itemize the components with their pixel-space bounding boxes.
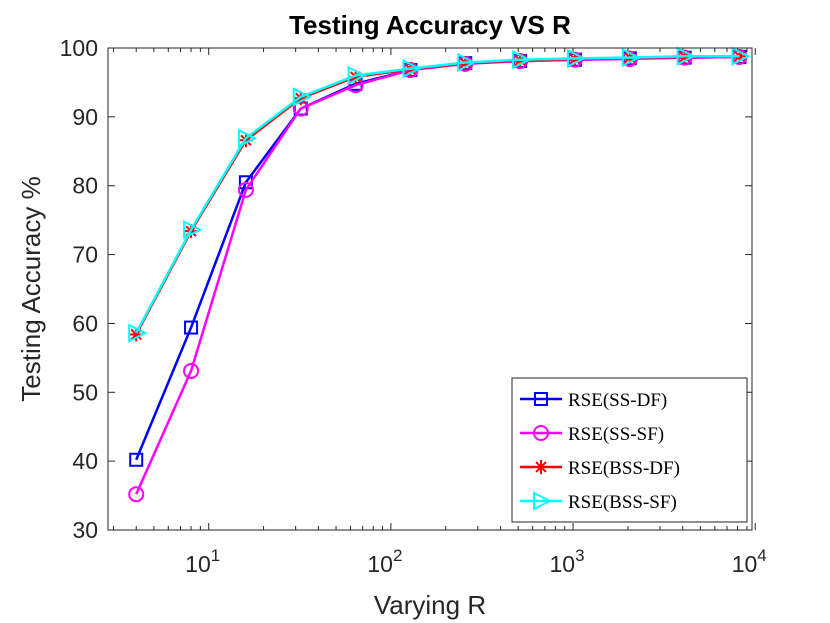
legend: RSE(SS-DF) RSE(SS-SF) RSE(BSS-DF) RSE(BSS-S…: [511, 377, 748, 523]
data-point: [128, 486, 145, 503]
axes: 30 40 50 60 70 80 90 100 101 102 103 104: [60, 35, 767, 577]
data-point: [183, 220, 203, 240]
y-tick-label: 70: [72, 242, 98, 268]
y-tick-label: 60: [72, 310, 98, 336]
y-tick-label: 100: [60, 35, 98, 61]
legend-marker: [534, 392, 548, 406]
x-axis-label: Varying R: [374, 590, 486, 620]
x-tick-label: 102: [367, 546, 402, 577]
legend-item: RSE(SS-SF): [520, 424, 664, 445]
data-point: [237, 128, 258, 148]
legend-item: RSE(BSS-SF): [520, 491, 677, 513]
data-point: [348, 69, 363, 84]
legend-item: RSE(SS-DF): [520, 390, 667, 411]
y-tick-label: 50: [72, 379, 98, 405]
y-tick-label: 80: [72, 173, 98, 199]
data-point: [184, 320, 199, 335]
y-tick-label: 90: [72, 104, 98, 130]
data-point: [402, 59, 422, 79]
y-axis-label: Testing Accuracy %: [16, 176, 46, 401]
legend-marker: [534, 460, 548, 474]
legend-box: [511, 377, 748, 523]
data-point: [731, 46, 751, 66]
data-point: [237, 181, 254, 198]
x-tick-label: 101: [185, 546, 220, 577]
series-layer: [128, 46, 751, 503]
legend-marker: [533, 425, 549, 441]
data-point: [566, 48, 587, 68]
legend-marker: [533, 491, 553, 511]
series-triangle-right: [128, 46, 751, 343]
data-point: [128, 323, 148, 343]
legend-label: RSE(BSS-SF): [568, 492, 677, 513]
plot-frame: [107, 47, 753, 531]
data-point: [676, 46, 696, 66]
y-tick-label: 30: [72, 517, 98, 543]
legend-label: RSE(SS-DF): [568, 390, 667, 411]
data-point: [292, 87, 312, 107]
data-point: [129, 452, 144, 467]
x-tick-label: 103: [550, 546, 585, 577]
data-point: [512, 50, 532, 70]
x-tick-label: 104: [732, 546, 767, 577]
chart-title: Testing Accuracy VS R: [289, 10, 571, 40]
legend-label: RSE(BSS-DF): [568, 458, 680, 479]
data-point: [621, 48, 642, 68]
legend-label: RSE(SS-SF): [568, 424, 664, 445]
data-point: [457, 52, 477, 73]
data-point: [347, 65, 367, 86]
y-tick-label: 40: [72, 448, 98, 474]
data-point: [129, 327, 144, 342]
data-point: [183, 362, 200, 379]
legend-item: RSE(BSS-DF): [520, 458, 680, 479]
data-point: [732, 49, 747, 64]
